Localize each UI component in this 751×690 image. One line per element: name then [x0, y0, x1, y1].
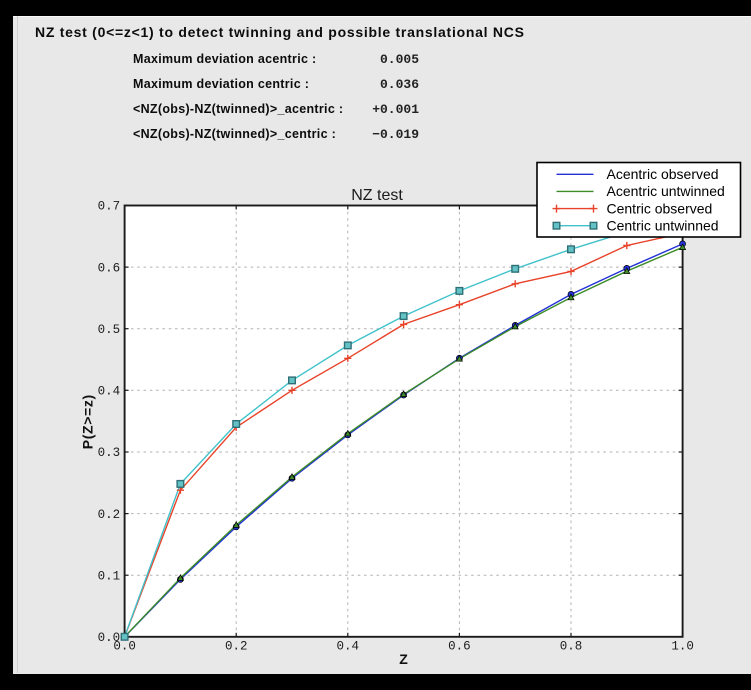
svg-text:0.5: 0.5: [98, 323, 121, 337]
svg-text:0.1: 0.1: [98, 569, 121, 583]
svg-text:0.0: 0.0: [98, 631, 121, 645]
svg-text:P(Z>=z): P(Z>=z): [79, 394, 95, 449]
svg-text:0.6: 0.6: [448, 640, 471, 654]
svg-text:0.4: 0.4: [98, 385, 121, 399]
svg-text:Centric untwinned: Centric untwinned: [607, 218, 719, 234]
svg-text:Centric observed: Centric observed: [607, 200, 713, 216]
svg-text:0.7: 0.7: [98, 200, 121, 214]
svg-text:0.2: 0.2: [98, 508, 121, 522]
svg-text:1.0: 1.0: [671, 640, 694, 654]
svg-text:0.4: 0.4: [337, 640, 360, 654]
svg-text:Acentric untwinned: Acentric untwinned: [607, 183, 725, 199]
svg-text:0.2: 0.2: [225, 640, 248, 654]
svg-text:Acentric observed: Acentric observed: [607, 166, 719, 182]
svg-text:0.8: 0.8: [560, 640, 583, 654]
svg-text:Z: Z: [399, 651, 408, 667]
svg-text:NZ test: NZ test: [351, 187, 403, 204]
svg-text:0.3: 0.3: [98, 446, 121, 460]
svg-text:0.6: 0.6: [98, 261, 121, 275]
svg-text:0.0: 0.0: [113, 640, 136, 654]
